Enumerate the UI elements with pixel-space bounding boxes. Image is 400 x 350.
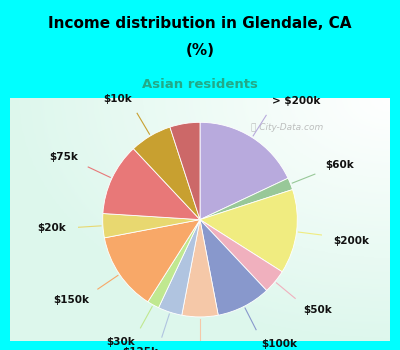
Wedge shape bbox=[148, 220, 200, 308]
Wedge shape bbox=[103, 214, 200, 238]
Text: $20k: $20k bbox=[37, 223, 66, 233]
Text: $200k: $200k bbox=[333, 237, 369, 246]
Text: > $200k: > $200k bbox=[272, 96, 320, 106]
Wedge shape bbox=[200, 220, 282, 290]
Text: Asian residents: Asian residents bbox=[142, 77, 258, 91]
Wedge shape bbox=[104, 220, 200, 302]
Wedge shape bbox=[158, 220, 200, 315]
Text: Income distribution in Glendale, CA: Income distribution in Glendale, CA bbox=[48, 16, 352, 30]
Text: $60k: $60k bbox=[325, 160, 354, 170]
Text: $30k: $30k bbox=[106, 337, 135, 347]
Text: $75k: $75k bbox=[50, 153, 78, 162]
Text: $100k: $100k bbox=[261, 339, 297, 349]
Wedge shape bbox=[182, 220, 218, 317]
Wedge shape bbox=[200, 178, 292, 220]
Text: $125k: $125k bbox=[122, 347, 158, 350]
Wedge shape bbox=[133, 127, 200, 220]
Wedge shape bbox=[200, 190, 297, 272]
Text: $50k: $50k bbox=[304, 305, 332, 315]
Text: $10k: $10k bbox=[103, 94, 132, 104]
Text: (%): (%) bbox=[186, 43, 214, 58]
Text: $150k: $150k bbox=[53, 295, 89, 305]
Wedge shape bbox=[200, 220, 267, 315]
Wedge shape bbox=[103, 149, 200, 220]
Wedge shape bbox=[170, 122, 200, 220]
Text: ⓘ City-Data.com: ⓘ City-Data.com bbox=[251, 123, 324, 132]
Wedge shape bbox=[200, 122, 288, 220]
